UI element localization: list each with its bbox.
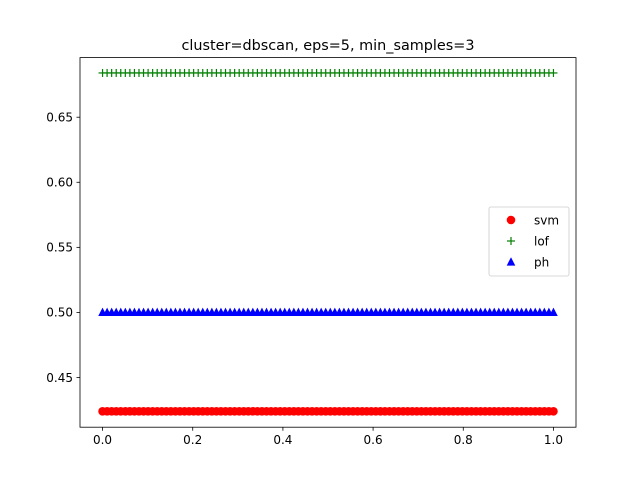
point-ph <box>549 307 558 317</box>
legend: svm lof ph <box>488 206 570 277</box>
point-lof <box>549 68 558 77</box>
y-tick-label: 0.55 <box>46 241 73 255</box>
x-tick-label: 0.6 <box>364 433 383 447</box>
y-tick-label: 0.60 <box>46 176 73 190</box>
legend-frame <box>488 206 570 277</box>
legend-marker-lof <box>507 237 515 245</box>
legend-item-ph: ph <box>506 256 549 270</box>
legend-label-lof: lof <box>534 235 550 249</box>
y-tick-label: 0.50 <box>46 306 73 320</box>
legend-item-svm: svm <box>506 214 559 228</box>
legend-marker-svm <box>506 215 516 225</box>
legend-item-lof: lof <box>507 235 550 249</box>
x-tick-label: 0.8 <box>454 433 473 447</box>
data-markers <box>98 68 558 416</box>
series-ph <box>98 307 558 317</box>
x-axis: 0.0 0.2 0.4 0.6 0.8 1.0 <box>93 427 563 447</box>
chart-title: cluster=dbscan, eps=5, min_samples=3 <box>182 38 475 54</box>
x-tick-label: 0.2 <box>183 433 202 447</box>
y-axis: 0.45 0.50 0.55 0.60 0.65 <box>46 111 80 385</box>
y-tick-label: 0.45 <box>46 371 73 385</box>
legend-marker-ph <box>506 257 516 266</box>
x-tick-label: 0.0 <box>93 433 112 447</box>
x-tick-label: 1.0 <box>544 433 563 447</box>
plot-area-frame <box>79 57 577 428</box>
series-svm <box>98 407 558 416</box>
series-lof <box>98 68 558 77</box>
legend-label-svm: svm <box>534 214 559 228</box>
point-svm <box>549 407 558 416</box>
x-tick-label: 0.4 <box>273 433 292 447</box>
legend-label-ph: ph <box>534 256 549 270</box>
y-tick-label: 0.65 <box>46 111 73 125</box>
